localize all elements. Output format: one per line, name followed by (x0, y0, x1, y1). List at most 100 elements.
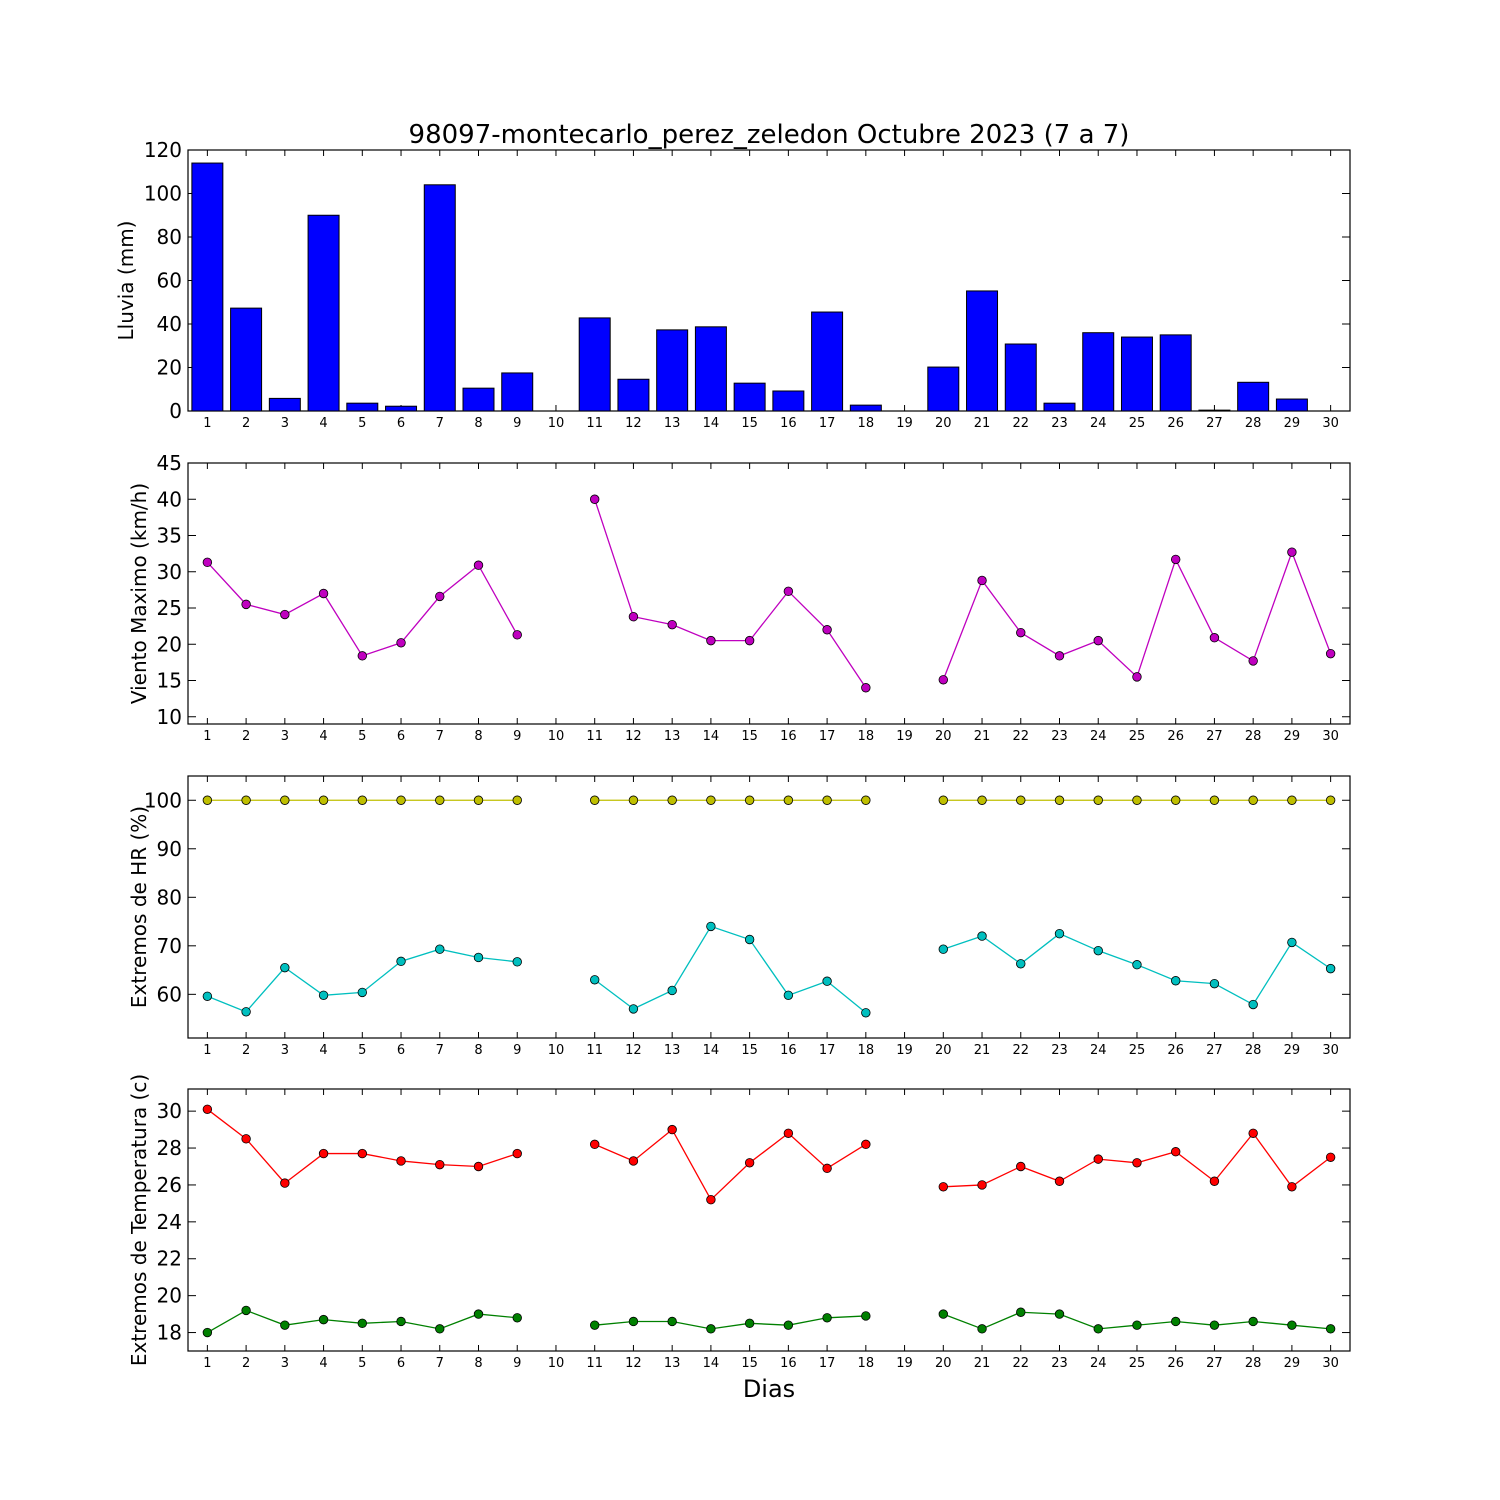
data-point (1287, 1320, 1297, 1330)
x-tick-label: 2 (242, 1043, 250, 1058)
data-point (396, 795, 406, 805)
x-tick-label: 9 (513, 1043, 521, 1058)
x-tick-label: 12 (625, 1356, 642, 1371)
x-tick-label: 26 (1167, 1043, 1184, 1058)
x-tick-label: 3 (281, 1356, 289, 1371)
data-point (1016, 1161, 1026, 1172)
data-point (783, 1320, 794, 1330)
x-tick-label: 16 (780, 729, 797, 744)
data-point (861, 1311, 871, 1321)
x-tick-label: 4 (319, 1043, 327, 1058)
data-point (357, 795, 368, 805)
data-point (628, 795, 639, 805)
x-tick-label: 2 (242, 729, 250, 744)
data-point (783, 586, 794, 597)
y-tick-label: 100 (144, 182, 182, 206)
data-point (435, 591, 445, 602)
x-tick-label: 18 (858, 729, 875, 744)
y-tick-label: 120 (144, 138, 182, 162)
bar (1159, 334, 1192, 412)
x-tick-label: 13 (664, 1356, 681, 1371)
x-tick-label: 18 (858, 1356, 875, 1371)
bar (578, 317, 611, 412)
data-point (628, 1004, 639, 1014)
x-tick-label: 27 (1206, 729, 1223, 744)
data-point (1093, 945, 1103, 956)
x-tick-label: 25 (1129, 1356, 1146, 1371)
data-point (783, 1128, 794, 1138)
x-tick-label: 21 (974, 1356, 991, 1371)
x-tick-label: 18 (858, 1043, 875, 1058)
data-point (512, 630, 522, 640)
data-point (1209, 1176, 1220, 1186)
data-point (1287, 795, 1297, 805)
x-tick-label: 5 (358, 1356, 366, 1371)
data-point (1170, 554, 1181, 565)
data-point (1054, 1309, 1065, 1319)
x-tick-label: 4 (319, 416, 327, 431)
x-tick-label: 2 (242, 1356, 250, 1371)
y-tick-label: 20 (157, 356, 182, 380)
bar (1198, 409, 1231, 412)
data-point (1248, 1128, 1258, 1138)
data-point (1209, 633, 1220, 643)
x-tick-label: 10 (548, 1043, 565, 1058)
bar (772, 390, 805, 412)
x-tick-label: 6 (397, 1043, 405, 1058)
data-point (512, 795, 522, 805)
data-point (977, 1180, 987, 1190)
data-point (744, 934, 755, 945)
x-tick-label: 17 (819, 416, 836, 431)
y-tick-label: 15 (157, 669, 182, 693)
data-point (1248, 999, 1258, 1010)
x-tick-label: 19 (896, 729, 913, 744)
x-tick-label: 2 (242, 416, 250, 431)
data-point (1016, 1307, 1026, 1317)
x-tick-label: 4 (319, 1356, 327, 1371)
bar (927, 366, 960, 412)
data-point (667, 795, 677, 805)
x-tick-label: 4 (319, 729, 327, 744)
data-point (706, 795, 716, 805)
bar (191, 162, 224, 412)
data-point (1325, 1152, 1336, 1162)
data-point (473, 795, 484, 805)
x-tick-label: 12 (625, 729, 642, 744)
x-tick-label: 10 (548, 1356, 565, 1371)
data-point (280, 1178, 290, 1188)
data-point (1093, 1324, 1103, 1334)
x-tick-label: 7 (436, 1043, 444, 1058)
x-tick-label: 8 (474, 1356, 482, 1371)
data-point (473, 952, 484, 963)
x-tick-label: 25 (1129, 416, 1146, 431)
y-tick-label: 80 (157, 225, 182, 249)
data-point (241, 599, 251, 610)
y-tick-label: 60 (157, 269, 182, 293)
x-tick-label: 5 (358, 1043, 366, 1058)
x-tick-label: 12 (625, 1043, 642, 1058)
x-tick-label: 17 (819, 729, 836, 744)
x-tick-label: 10 (548, 416, 565, 431)
x-tick-label: 15 (741, 1356, 758, 1371)
data-point (318, 795, 329, 805)
x-tick-label: 15 (741, 416, 758, 431)
data-point (861, 683, 871, 693)
data-point (1093, 1154, 1103, 1164)
data-point (202, 795, 213, 805)
data-point (435, 1159, 445, 1170)
x-tick-label: 1 (203, 1356, 211, 1371)
bar (733, 382, 766, 412)
data-point (202, 1104, 213, 1114)
bar (811, 311, 844, 412)
data-point (1170, 976, 1181, 986)
data-point (1248, 656, 1258, 666)
axes-frame (187, 462, 1351, 725)
data-point (667, 619, 677, 630)
data-point (706, 1324, 716, 1334)
bar (617, 378, 650, 412)
x-tick-label: 23 (1051, 1356, 1068, 1371)
data-point (1054, 795, 1065, 805)
x-tick-label: 7 (436, 416, 444, 431)
